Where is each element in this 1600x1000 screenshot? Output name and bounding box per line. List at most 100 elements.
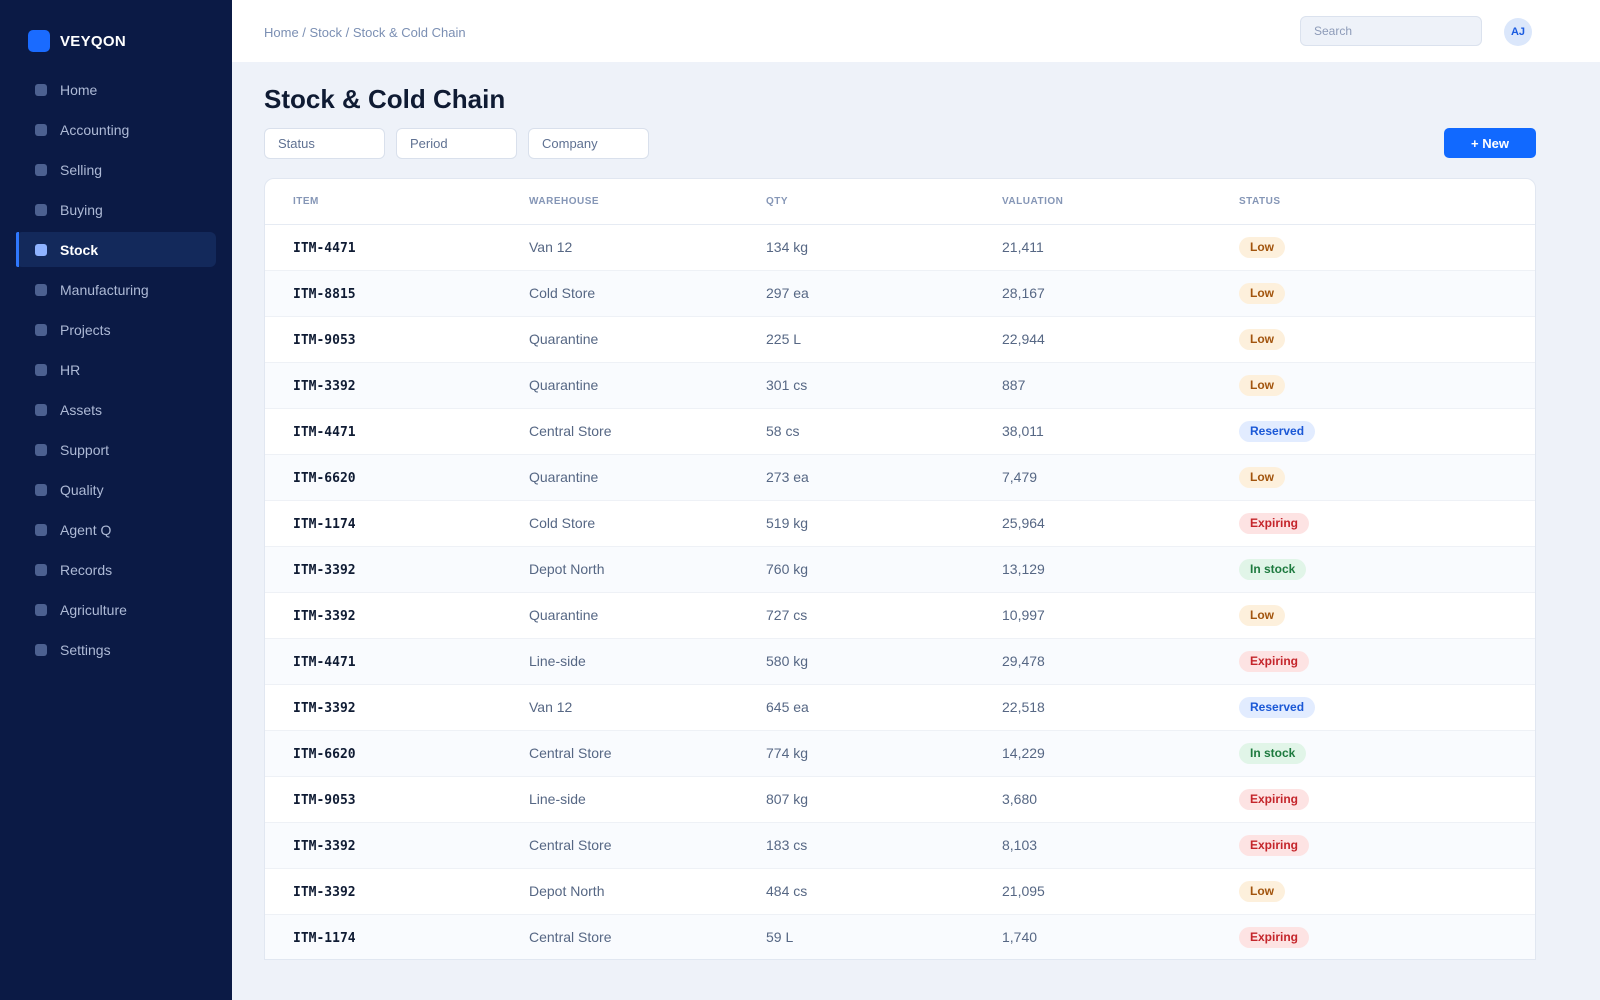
item-cell: ITM-6620 (293, 469, 529, 487)
table-row[interactable]: ITM-3392 Depot North 484 cs 21,095 Low (265, 869, 1535, 915)
status-cell: Low (1239, 329, 1439, 350)
item-cell: ITM-8815 (293, 285, 529, 303)
sidebar-item-support[interactable]: Support (16, 432, 216, 467)
sidebar-item-records[interactable]: Records (16, 552, 216, 587)
warehouse-cell: Central Store (529, 929, 766, 947)
table-row[interactable]: ITM-3392 Quarantine 727 cs 10,997 Low (265, 593, 1535, 639)
sidebar-item-projects[interactable]: Projects (16, 312, 216, 347)
valuation-value: 7,479 (1002, 468, 1038, 485)
breadcrumb[interactable]: Home / Stock / Stock & Cold Chain (264, 25, 466, 40)
status-cell: Low (1239, 283, 1439, 304)
qty-cell: 580 kg (766, 653, 1002, 671)
sidebar-item-quality[interactable]: Quality (16, 472, 216, 507)
qty-cell: 183 cs (766, 837, 1002, 855)
valuation-cell: 8,103 (1002, 837, 1239, 855)
manufacturing-icon (35, 283, 47, 296)
new-button[interactable]: + New (1444, 128, 1536, 158)
projects-icon (35, 323, 47, 336)
table-row[interactable]: ITM-4471 Line-side 580 kg 29,478 Expiring (265, 639, 1535, 685)
item-cell: ITM-1174 (293, 929, 529, 947)
table-row[interactable]: ITM-8815 Cold Store 297 ea 28,167 Low (265, 271, 1535, 317)
qty-cell: 774 kg (766, 745, 1002, 763)
table-row[interactable]: ITM-6620 Quarantine 273 ea 7,479 Low (265, 455, 1535, 501)
table-row[interactable]: ITM-6620 Central Store 774 kg 14,229 In stoc… (265, 731, 1535, 777)
qty-cell: 807 kg (766, 791, 1002, 809)
assets-icon (35, 403, 47, 416)
item-cell: ITM-3392 (293, 883, 529, 901)
column-header-item[interactable]: ITEM (293, 196, 319, 207)
sidebar-item-buying[interactable]: Buying (16, 192, 216, 227)
qty-cell: 273 ea (766, 469, 1002, 487)
qty-cell: 297 ea (766, 285, 1002, 303)
status-filter[interactable]: Status (264, 128, 385, 159)
table-row[interactable]: ITM-1174 Central Store 59 L 1,740 Expiring (265, 915, 1535, 959)
table-row[interactable]: ITM-3392 Van 12 645 ea 22,518 Reserved (265, 685, 1535, 731)
column-header-valuation[interactable]: VALUATION (1002, 196, 1064, 207)
qty-value: 183 cs (766, 836, 808, 853)
item-cell: ITM-1174 (293, 515, 529, 533)
valuation-cell: 22,518 (1002, 699, 1239, 717)
sidebar: VEYQON Home Accounting Selling Buying Stock M… (0, 0, 232, 1000)
sidebar-item-hr[interactable]: HR (16, 352, 216, 387)
sidebar-item-settings[interactable]: Settings (16, 632, 216, 667)
table-row[interactable]: ITM-4471 Central Store 58 cs 38,011 Reserved (265, 409, 1535, 455)
qty-value: 59 L (766, 928, 794, 945)
brand[interactable]: VEYQON (28, 30, 126, 52)
period-filter[interactable]: Period (396, 128, 517, 159)
valuation-cell: 3,680 (1002, 791, 1239, 809)
table-header: ITEM WAREHOUSE QTY VALUATION STATUS (265, 179, 1535, 225)
valuation-value: 28,167 (1002, 284, 1045, 301)
qty-value: 273 ea (766, 468, 809, 485)
table-row[interactable]: ITM-3392 Central Store 183 cs 8,103 Expiring (265, 823, 1535, 869)
item-value: ITM-1174 (293, 516, 356, 532)
status-badge: Low (1239, 329, 1285, 350)
warehouse-value: Central Store (529, 422, 612, 439)
column-header-status[interactable]: STATUS (1239, 196, 1281, 207)
qty-value: 225 L (766, 330, 802, 347)
item-value: ITM-6620 (293, 746, 356, 762)
table-row[interactable]: ITM-1174 Cold Store 519 kg 25,964 Expiring (265, 501, 1535, 547)
warehouse-cell: Cold Store (529, 285, 766, 303)
company-filter[interactable]: Company (528, 128, 649, 159)
sidebar-item-agriculture[interactable]: Agriculture (16, 592, 216, 627)
selling-icon (35, 163, 47, 176)
sidebar-item-label: Buying (60, 201, 103, 218)
page-title: Stock & Cold Chain (264, 84, 506, 114)
sidebar-item-assets[interactable]: Assets (16, 392, 216, 427)
sidebar-item-agent-q[interactable]: Agent Q (16, 512, 216, 547)
avatar[interactable]: AJ (1504, 18, 1532, 46)
status-cell: Low (1239, 467, 1439, 488)
sidebar-item-manufacturing[interactable]: Manufacturing (16, 272, 216, 307)
search-input[interactable] (1300, 16, 1482, 46)
column-header-warehouse[interactable]: WAREHOUSE (529, 196, 600, 207)
item-cell: ITM-4471 (293, 239, 529, 257)
status-cell: Expiring (1239, 513, 1439, 534)
sidebar-item-accounting[interactable]: Accounting (16, 112, 216, 147)
table-row[interactable]: ITM-3392 Quarantine 301 cs 887 Low (265, 363, 1535, 409)
warehouse-value: Van 12 (529, 698, 573, 715)
sidebar-item-selling[interactable]: Selling (16, 152, 216, 187)
item-value: ITM-3392 (293, 608, 356, 624)
column-header-qty[interactable]: QTY (766, 196, 789, 207)
sidebar-item-stock[interactable]: Stock (16, 232, 216, 267)
table-row[interactable]: ITM-4471 Van 12 134 kg 21,411 Low (265, 225, 1535, 271)
sidebar-item-label: Agent Q (60, 521, 112, 538)
qty-cell: 134 kg (766, 239, 1002, 257)
table-row[interactable]: ITM-3392 Depot North 760 kg 13,129 In stock (265, 547, 1535, 593)
item-value: ITM-1174 (293, 930, 356, 946)
valuation-cell: 14,229 (1002, 745, 1239, 763)
logo-icon (28, 30, 50, 52)
qty-cell: 58 cs (766, 423, 1002, 441)
valuation-value: 13,129 (1002, 560, 1045, 577)
sidebar-item-label: Selling (60, 161, 103, 178)
table-row[interactable]: ITM-9053 Line-side 807 kg 3,680 Expiring (265, 777, 1535, 823)
table-row[interactable]: ITM-9053 Quarantine 225 L 22,944 Low (265, 317, 1535, 363)
sidebar-item-home[interactable]: Home (16, 72, 216, 107)
status-badge: Expiring (1239, 835, 1310, 856)
item-value: ITM-3392 (293, 700, 356, 716)
qty-cell: 225 L (766, 331, 1002, 349)
warehouse-value: Depot North (529, 882, 605, 899)
item-cell: ITM-9053 (293, 791, 529, 809)
status-badge: Expiring (1239, 927, 1310, 948)
warehouse-cell: Quarantine (529, 331, 766, 349)
